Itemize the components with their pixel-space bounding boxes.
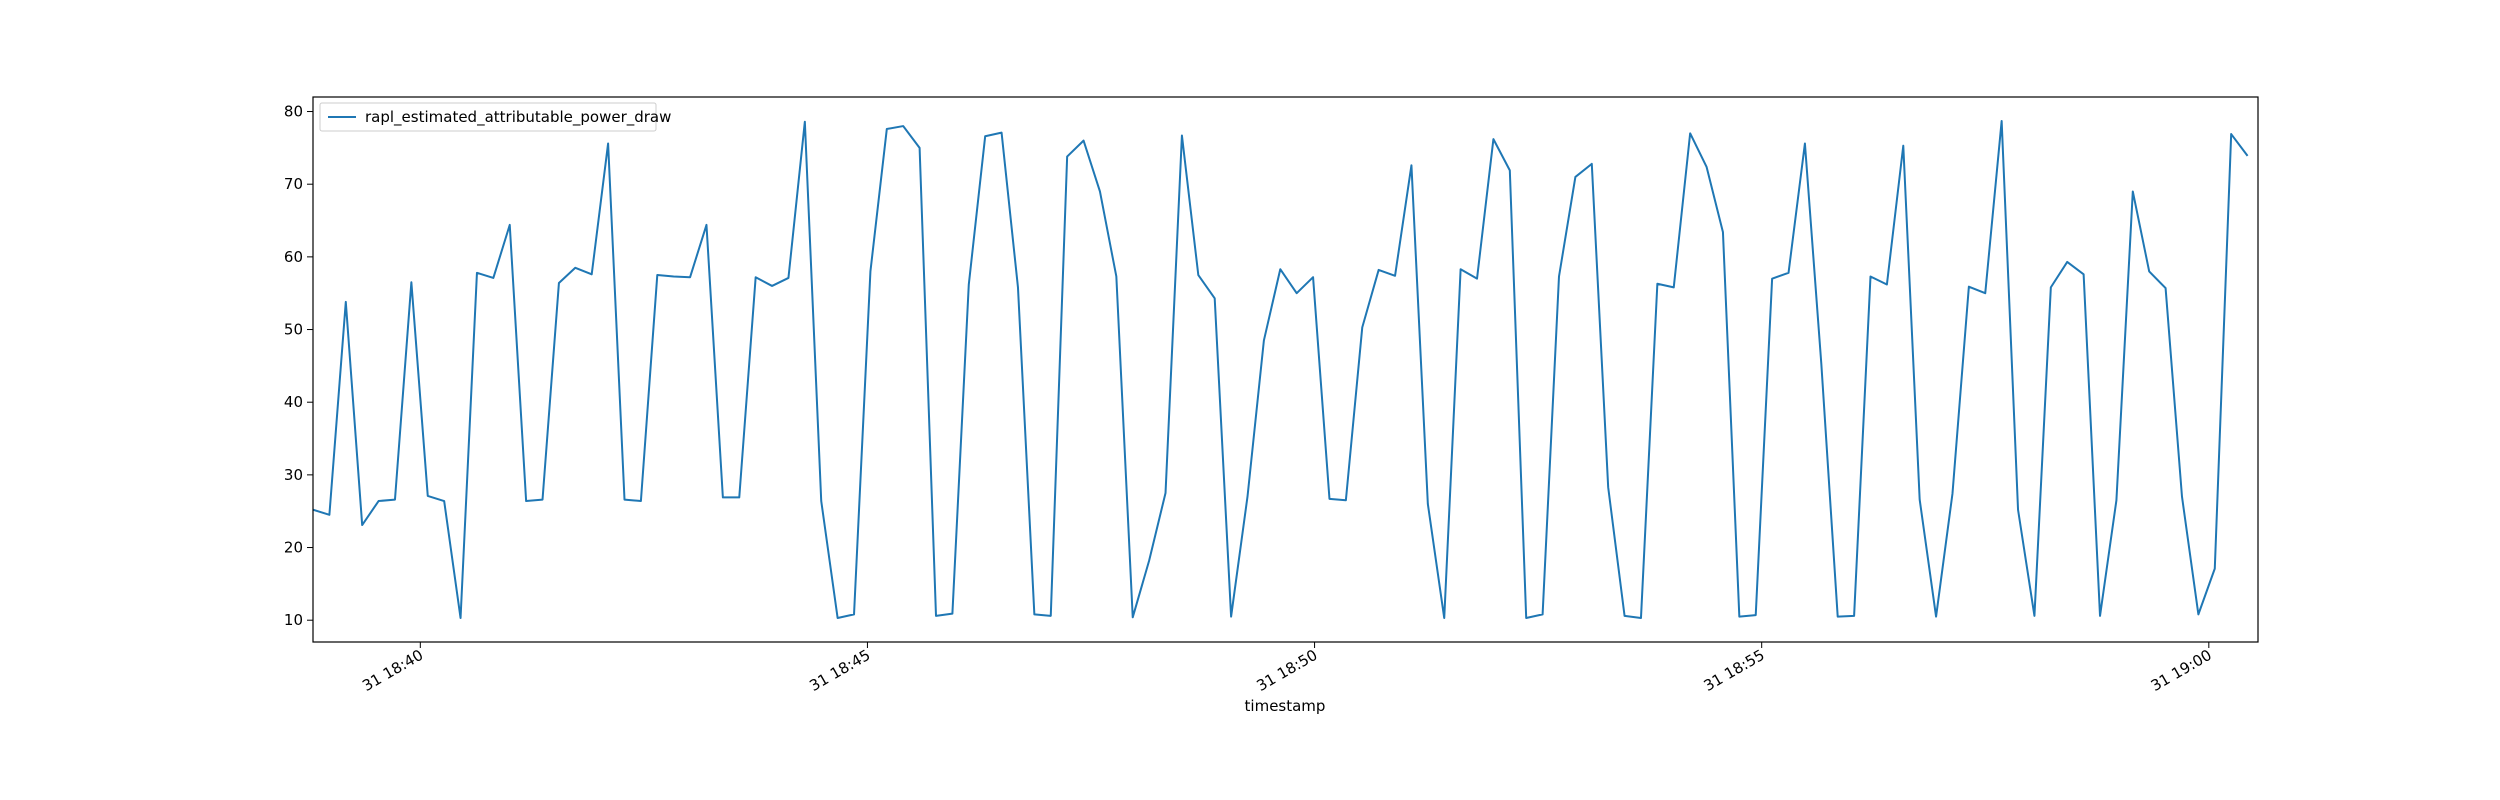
y-tick-label: 50	[284, 321, 303, 339]
y-tick-label: 10	[284, 611, 303, 629]
legend-label: rapl_estimated_attributable_power_draw	[365, 108, 671, 127]
y-tick-label: 70	[284, 175, 303, 193]
y-axis: 10 20 30 40 50 60 70 80	[284, 103, 313, 629]
y-tick-label: 80	[284, 103, 303, 121]
x-axis-label: timestamp	[1245, 697, 1326, 715]
y-tick-label: 40	[284, 393, 303, 411]
plot-area	[312, 96, 2259, 643]
x-tick-label: 31 18:40	[359, 646, 426, 695]
x-tick-label: 31 19:00	[2148, 646, 2215, 695]
legend-frame	[319, 102, 657, 132]
legend: rapl_estimated_attributable_power_draw	[319, 102, 671, 132]
x-axis: 31 18:40 31 18:45 31 18:50 31 18:55 31 19:00	[359, 642, 2215, 695]
y-tick-label: 30	[284, 466, 303, 484]
x-tick-label: 31 18:45	[806, 646, 873, 695]
plot-frame	[312, 96, 2259, 643]
series-line-rapl_estimated_attributable_power_draw	[313, 119, 2249, 620]
y-tick-label: 20	[284, 539, 303, 557]
x-tick-label: 31 18:50	[1253, 646, 1320, 695]
x-tick-label: 31 18:55	[1701, 646, 1768, 695]
y-tick-label: 60	[284, 248, 303, 266]
